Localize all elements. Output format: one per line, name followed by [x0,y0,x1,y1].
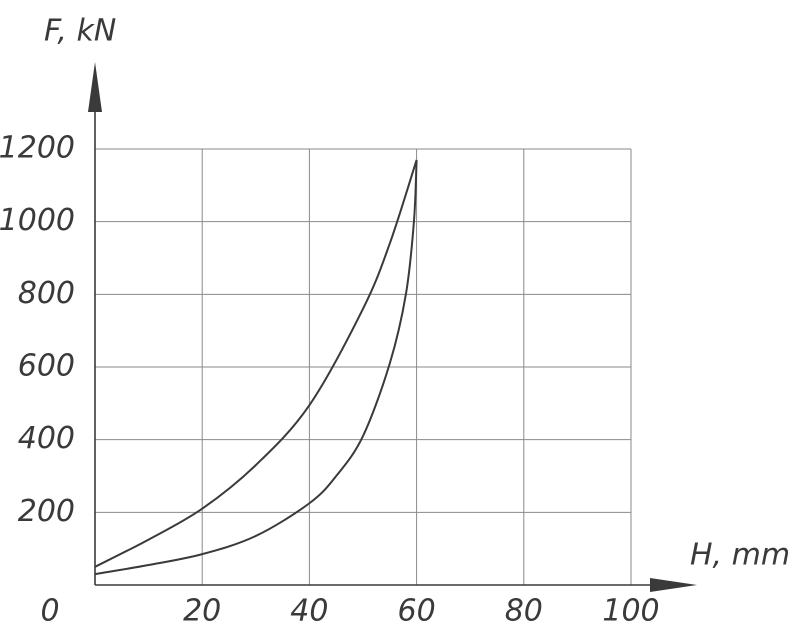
y-tick-label: 800 [18,276,75,311]
x-tick-label: 60 [398,594,436,629]
y-tick-label: 600 [18,349,75,384]
curve [94,159,418,576]
x-tick-label: 40 [290,594,328,629]
y-tick-label: 200 [18,494,75,529]
x-tick-label: 0 [40,594,59,629]
x-axis-arrow [650,578,697,592]
x-tick-label: 100 [602,594,659,629]
x-axis-label: H, mm [690,538,790,573]
x-tick-label: 80 [505,594,543,629]
y-tick-label: 1000 [0,203,75,238]
y-axis-label: F, kN [44,14,116,49]
curve [94,159,418,568]
y-tick-label: 400 [18,421,75,456]
x-tick-label: 20 [183,594,221,629]
y-axis-arrow [88,62,102,112]
y-tick-label: 1200 [0,131,75,166]
